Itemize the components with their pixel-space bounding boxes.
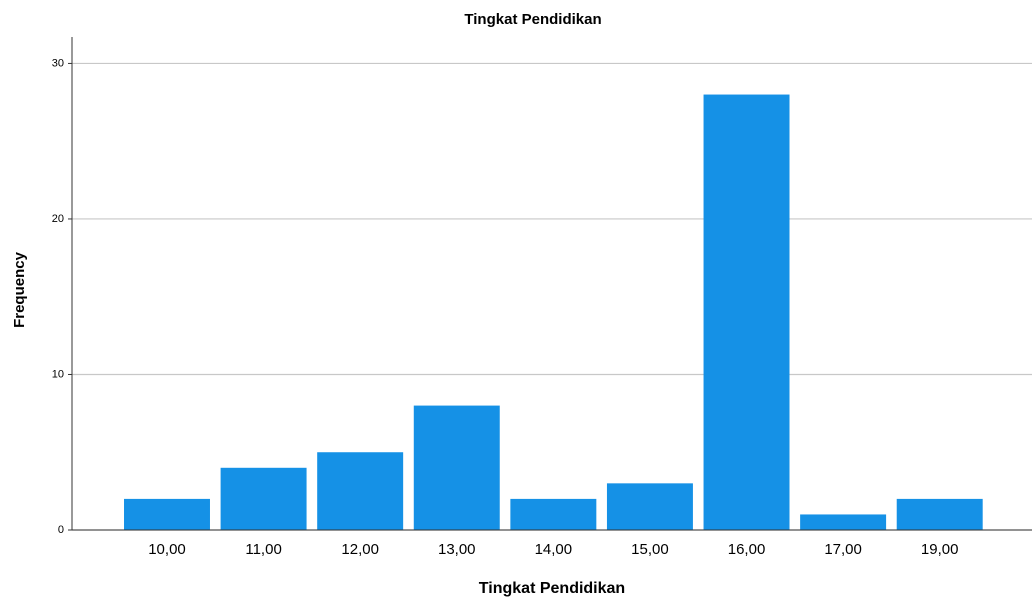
bar <box>124 498 210 530</box>
x-tick-label: 14,00 <box>535 541 573 558</box>
y-tick-label: 10 <box>52 368 64 380</box>
x-tick-label: 11,00 <box>245 541 281 558</box>
bar <box>606 483 693 530</box>
bar <box>800 514 887 530</box>
bar <box>413 405 500 530</box>
x-tick-label: 12,00 <box>341 541 379 558</box>
bar <box>220 467 307 530</box>
y-tick-label: 20 <box>52 213 64 225</box>
bar <box>510 498 597 530</box>
chart-title: Tingkat Pendidikan <box>464 11 601 28</box>
y-tick-label: 0 <box>58 524 64 536</box>
bar <box>317 452 404 530</box>
x-tick-label: 19,00 <box>921 541 959 558</box>
y-axis-label: Frequency <box>11 251 28 328</box>
bar <box>896 498 983 530</box>
x-tick-label: 15,00 <box>631 541 669 558</box>
x-tick-label: 16,00 <box>728 541 766 558</box>
y-tick-label: 30 <box>52 57 64 69</box>
bar <box>703 94 790 530</box>
x-tick-label: 10,00 <box>148 541 186 558</box>
x-axis-label: Tingkat Pendidikan <box>479 580 625 597</box>
x-tick-label: 17,00 <box>824 541 862 558</box>
x-tick-label: 13,00 <box>438 541 476 558</box>
